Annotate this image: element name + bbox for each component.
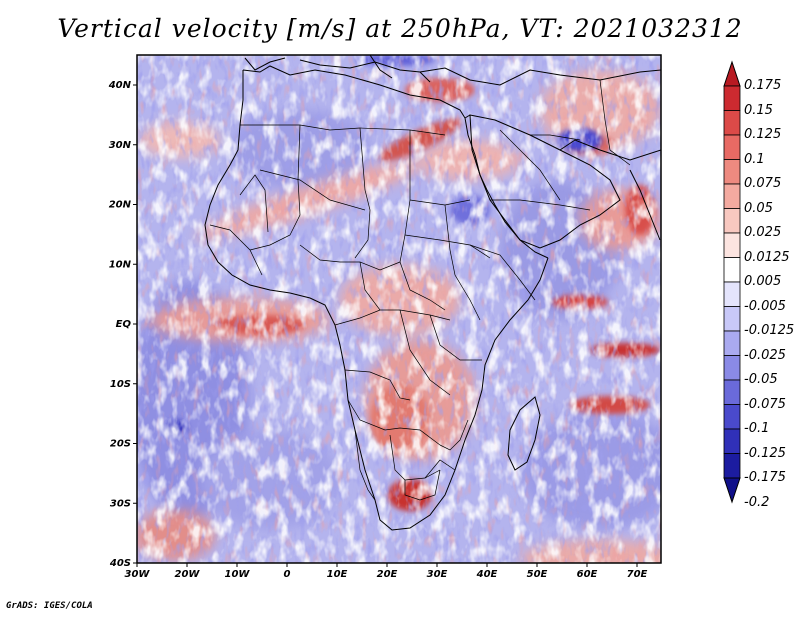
colorbar (723, 60, 741, 504)
colorbar-label: 0.025 (744, 225, 782, 240)
x-tick-label: 40E (476, 569, 498, 580)
colorbar-swatch (723, 110, 741, 136)
x-tick-label: 20E (377, 569, 398, 580)
colorbar-swatch (723, 85, 741, 111)
x-tick-label: 30E (427, 569, 448, 580)
colorbar-label: 0.1 (744, 151, 765, 167)
x-tick-label: 70E (627, 569, 648, 580)
colorbar-swatch (723, 306, 741, 332)
y-tick-label: 40N (108, 80, 132, 91)
colorbar-label: -0.0125 (744, 323, 795, 338)
colorbar-label: 0.125 (744, 127, 782, 142)
y-tick-label: 30S (110, 498, 131, 509)
x-axis: 30W 20W 10W 0 10E 20E 30E 40E 50E 60E 70E (125, 563, 648, 580)
x-tick-label: 30W (125, 569, 151, 580)
colorbar-swatch (723, 330, 741, 356)
colorbar-label: -0.2 (744, 494, 770, 510)
y-axis: 40N 30N 20N 10N EQ 10S 20S 30S 40S (108, 80, 137, 569)
colorbar-label: 0.075 (744, 176, 782, 191)
colorbar-swatch (723, 257, 741, 283)
colorbar-label: -0.175 (744, 470, 786, 485)
y-tick-label: 10S (110, 379, 131, 390)
footer-credit: GrADS: IGES/COLA (6, 601, 93, 611)
colorbar-swatch (723, 232, 741, 258)
colorbar-label: -0.005 (744, 298, 786, 314)
colorbar-label: 0.05 (744, 200, 773, 216)
colorbar-swatch (723, 428, 741, 454)
x-tick-label: 10W (225, 569, 251, 580)
colorbar-bottom-arrow (723, 477, 741, 504)
x-tick-label: 60E (577, 569, 598, 580)
colorbar-label: -0.075 (744, 396, 786, 412)
colorbar-swatch (723, 134, 741, 160)
y-tick-label: 40S (109, 558, 131, 569)
colorbar-label: -0.05 (744, 372, 778, 387)
colorbar-label: -0.125 (744, 445, 786, 461)
map-frame (136, 54, 662, 564)
y-tick-label: 20S (110, 439, 131, 450)
colorbar-top-arrow (723, 60, 741, 87)
colorbar-label: 0.005 (744, 274, 782, 289)
coastlines (204, 55, 661, 531)
y-tick-label: 20N (109, 200, 132, 211)
y-tick-label: EQ (116, 319, 132, 330)
y-tick-label: 30N (109, 140, 132, 151)
country-borders (209, 79, 631, 501)
colorbar-swatch (723, 159, 741, 185)
x-tick-label: 10E (327, 569, 348, 580)
velocity-field (137, 55, 661, 563)
colorbar-label: -0.025 (744, 347, 786, 363)
x-tick-label: 0 (284, 569, 291, 580)
colorbar-swatch (723, 281, 741, 307)
colorbar-label: 0.0125 (744, 249, 790, 265)
colorbar-swatch (723, 355, 741, 381)
colorbar-label: 0.175 (744, 78, 782, 93)
colorbar-label: 0.15 (744, 102, 773, 118)
colorbar-label: -0.1 (744, 421, 770, 436)
colorbar-swatch (723, 208, 741, 234)
colorbar-swatch (723, 379, 741, 405)
y-tick-label: 10N (109, 259, 132, 270)
x-tick-label: 50E (527, 569, 548, 580)
map-title: Vertical velocity [m/s] at 250hPa, VT: 2… (57, 14, 743, 43)
colorbar-swatch (723, 404, 741, 430)
colorbar-swatch (723, 453, 741, 479)
x-tick-label: 20W (175, 569, 201, 580)
colorbar-swatch (723, 183, 741, 209)
